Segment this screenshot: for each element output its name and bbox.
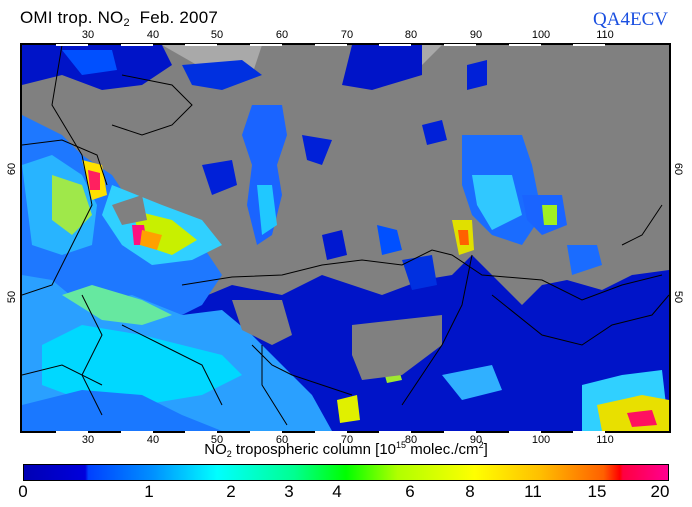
lon-tick-label: 50 bbox=[210, 29, 224, 41]
frame-tick-segment bbox=[184, 44, 217, 46]
colorbar-label: 0 bbox=[18, 482, 28, 501]
frame-tick-segment bbox=[120, 44, 153, 46]
frame-tick-segment bbox=[120, 431, 153, 433]
lon-tick-label: 60 bbox=[275, 434, 289, 446]
lon-tick-label: 30 bbox=[81, 434, 95, 446]
frame-tick-segment bbox=[55, 431, 88, 433]
lon-tick-label: 40 bbox=[146, 434, 160, 446]
lon-tick-label: 110 bbox=[596, 29, 614, 41]
frame-tick-segment bbox=[378, 44, 411, 46]
lat-tick-label: 50 bbox=[672, 290, 685, 304]
lon-tick-label: 100 bbox=[531, 434, 551, 446]
colorbar-label: 6 bbox=[405, 482, 415, 501]
frame-tick-segment bbox=[443, 44, 476, 46]
frame-tick-segment bbox=[249, 431, 282, 433]
colorbar-label: 8 bbox=[465, 482, 475, 501]
colorbar-label: 20 bbox=[650, 482, 670, 501]
colorbar-label: 4 bbox=[332, 482, 342, 501]
map-title: OMI trop. NO2 Feb. 2007 bbox=[20, 8, 219, 29]
brand-logo-text: QA4ECV bbox=[593, 9, 668, 30]
lat-tick-label: 60 bbox=[672, 162, 685, 176]
frame-tick-segment bbox=[378, 431, 411, 433]
colorbar-label: 3 bbox=[284, 482, 294, 501]
frame-tick-segment bbox=[249, 44, 282, 46]
colorbar-label: 15 bbox=[587, 482, 607, 501]
lon-tick-label: 100 bbox=[531, 29, 551, 41]
lon-tick-label: 90 bbox=[469, 434, 483, 446]
no2-map bbox=[20, 43, 671, 433]
lon-tick-label: 70 bbox=[340, 29, 354, 41]
lon-tick-label: 30 bbox=[81, 29, 95, 41]
lon-tick-label: 40 bbox=[146, 29, 160, 41]
frame-tick-segment bbox=[184, 431, 217, 433]
colorbar bbox=[23, 464, 669, 481]
frame-tick-segment bbox=[508, 431, 541, 433]
lat-tick-label: 50 bbox=[6, 290, 19, 304]
frame-tick-segment bbox=[314, 44, 347, 46]
lon-tick-label: 90 bbox=[469, 29, 483, 41]
lon-tick-label: 110 bbox=[596, 434, 614, 446]
colorbar-title: NO2 tropospheric column [1015 molec./cm2… bbox=[204, 440, 488, 459]
lat-tick-label: 60 bbox=[6, 162, 19, 176]
frame-tick-segment bbox=[572, 44, 605, 46]
lon-tick-label: 80 bbox=[404, 29, 418, 41]
colorbar-label: 1 bbox=[144, 482, 154, 501]
frame-tick-segment bbox=[55, 44, 88, 46]
frame-tick-segment bbox=[314, 431, 347, 433]
frame-tick-segment bbox=[572, 431, 605, 433]
frame-tick-segment bbox=[443, 431, 476, 433]
no2-field bbox=[22, 45, 669, 431]
frame-tick-segment bbox=[508, 44, 541, 46]
lon-tick-label: 50 bbox=[210, 434, 224, 446]
lon-tick-label: 70 bbox=[340, 434, 354, 446]
lon-tick-label: 60 bbox=[275, 29, 289, 41]
colorbar-label: 2 bbox=[226, 482, 236, 501]
colorbar-label: 11 bbox=[524, 482, 542, 501]
lon-tick-label: 80 bbox=[404, 434, 418, 446]
